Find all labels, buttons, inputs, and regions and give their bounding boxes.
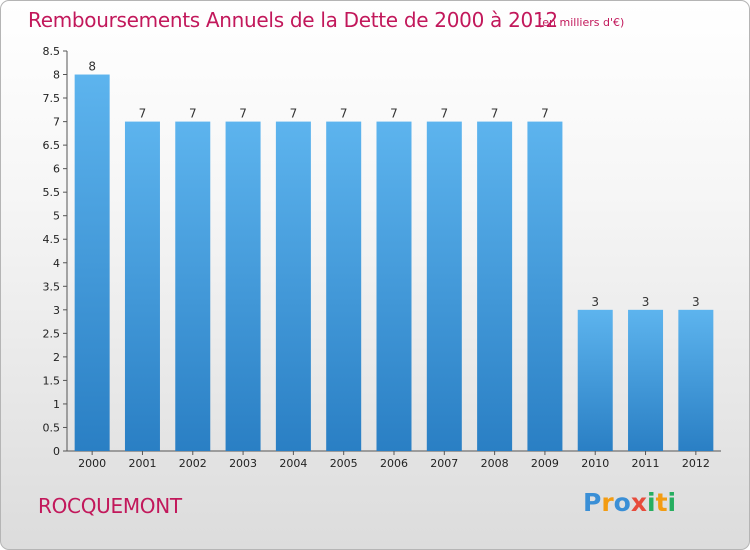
y-tick-label: 8 — [53, 69, 60, 82]
logo-letter: P — [583, 488, 602, 517]
value-label-2008: 7 — [491, 107, 499, 121]
bar-2004 — [275, 121, 311, 452]
logo-letter: r — [601, 488, 614, 517]
y-tick-label: 7 — [53, 116, 60, 129]
bar-2006 — [376, 121, 412, 452]
y-tick-label: 6 — [53, 163, 60, 176]
logo-letter: t — [655, 488, 668, 517]
y-tick-label: 5 — [53, 210, 60, 223]
value-label-2004: 7 — [290, 107, 298, 121]
y-tick-label: 3.5 — [43, 280, 61, 293]
chart-title: Remboursements Annuels de la Dette de 20… — [28, 8, 558, 32]
x-tick-label-2007: 2007 — [430, 457, 458, 470]
value-label-2002: 7 — [189, 107, 197, 121]
x-tick-label-2009: 2009 — [531, 457, 559, 470]
y-tick-label: 3 — [53, 304, 60, 317]
y-tick-label: 0 — [53, 445, 60, 458]
bar-2002 — [175, 121, 211, 452]
bar-2009 — [527, 121, 563, 452]
value-label-2007: 7 — [440, 107, 448, 121]
y-tick-label: 4 — [53, 257, 60, 270]
bar-2011 — [628, 309, 664, 451]
value-label-2010: 3 — [591, 295, 599, 309]
y-tick-label: 1 — [53, 398, 60, 411]
bar-2012 — [678, 309, 714, 451]
y-tick-label: 2 — [53, 351, 60, 364]
bar-2001 — [124, 121, 160, 452]
x-tick-label-2000: 2000 — [78, 457, 106, 470]
bar-2008 — [477, 121, 513, 452]
y-tick-label: 8.5 — [43, 45, 61, 58]
logo-letter: o — [613, 488, 631, 517]
value-label-2005: 7 — [340, 107, 348, 121]
x-tick-label-2001: 2001 — [128, 457, 156, 470]
bar-2010 — [577, 309, 613, 451]
x-tick-label-2005: 2005 — [330, 457, 358, 470]
y-tick-label: 5.5 — [43, 186, 61, 199]
bar-2007 — [426, 121, 462, 452]
x-tick-label-2011: 2011 — [632, 457, 660, 470]
value-label-2003: 7 — [239, 107, 247, 121]
y-tick-label: 7.5 — [43, 92, 61, 105]
x-tick-label-2004: 2004 — [279, 457, 307, 470]
logo-letter: x — [630, 488, 647, 517]
value-label-2006: 7 — [390, 107, 398, 121]
value-label-2000: 8 — [88, 60, 96, 74]
value-label-2012: 3 — [692, 295, 700, 309]
x-tick-label-2008: 2008 — [481, 457, 509, 470]
place-name: ROCQUEMONT — [38, 494, 182, 518]
x-tick-label-2012: 2012 — [682, 457, 710, 470]
logo-letter: i — [667, 488, 677, 517]
bar-2000 — [74, 74, 110, 451]
logo-letter: i — [647, 488, 656, 517]
value-label-2001: 7 — [139, 107, 147, 121]
x-tick-label-2010: 2010 — [581, 457, 609, 470]
y-tick-label: 6.5 — [43, 139, 61, 152]
y-tick-label: 2.5 — [43, 327, 61, 340]
value-label-2011: 3 — [642, 295, 650, 309]
bar-2005 — [326, 121, 362, 452]
x-tick-label-2003: 2003 — [229, 457, 257, 470]
y-tick-label: 4.5 — [43, 233, 61, 246]
x-tick-label-2006: 2006 — [380, 457, 408, 470]
x-tick-label-2002: 2002 — [179, 457, 207, 470]
value-label-2009: 7 — [541, 107, 549, 121]
y-tick-label: 0.5 — [43, 421, 61, 434]
proxiti-logo: Proxiti — [583, 488, 676, 517]
bar-2003 — [225, 121, 261, 452]
y-tick-label: 1.5 — [43, 374, 61, 387]
unit-label: (en milliers d'€) — [538, 16, 625, 29]
